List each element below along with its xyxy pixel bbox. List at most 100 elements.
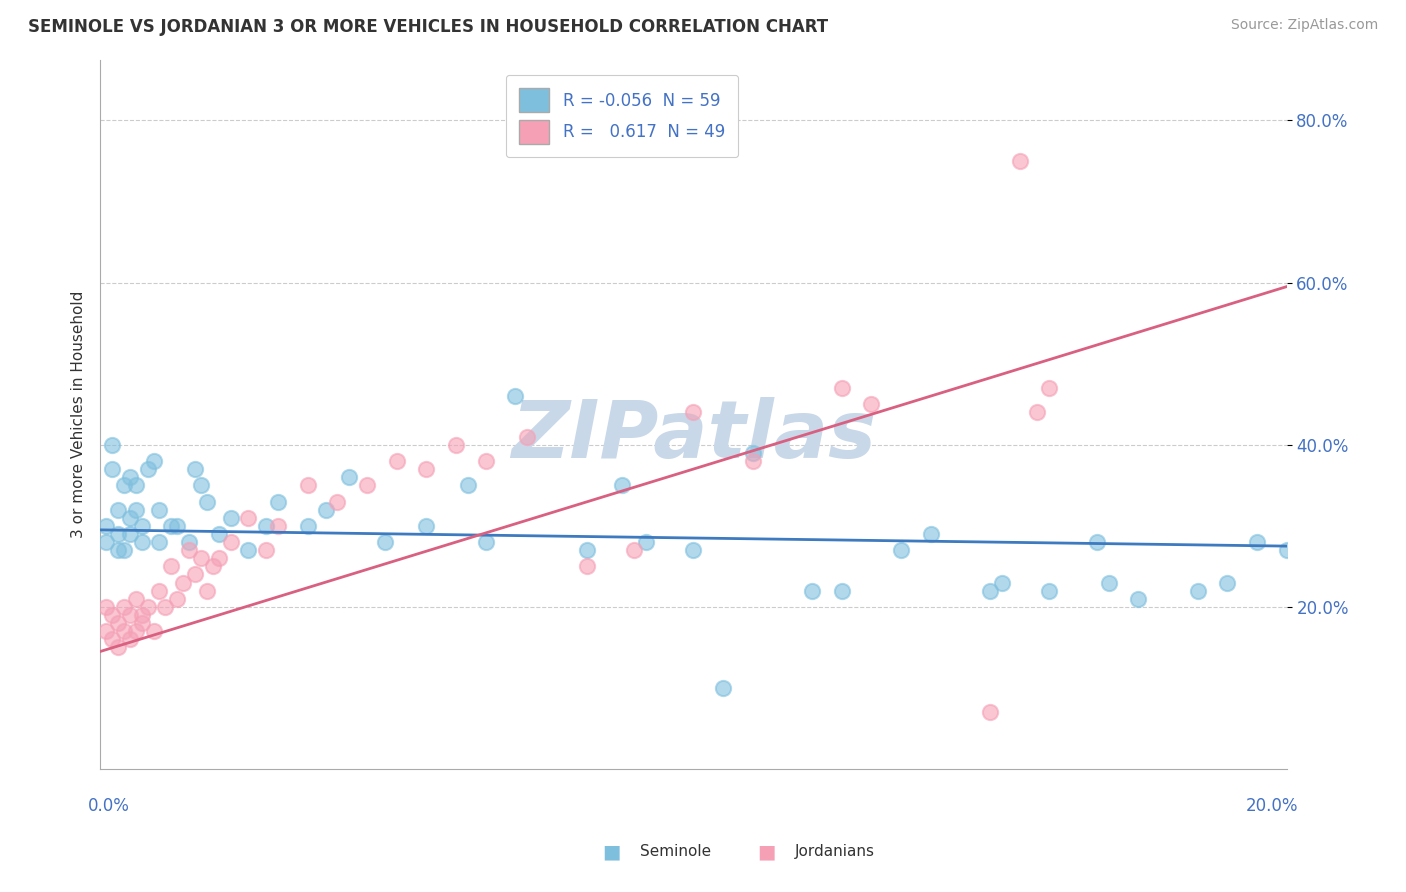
Point [254, 518, 277, 533]
Point [385, 454, 408, 468]
Point [374, 535, 396, 549]
Text: ■: ■ [756, 842, 776, 862]
Point [315, 502, 337, 516]
Point [741, 446, 763, 460]
Point [160, 559, 183, 574]
Point [184, 567, 207, 582]
Point [1038, 381, 1060, 395]
Point [179, 543, 201, 558]
Point [112, 543, 135, 558]
Point [575, 559, 598, 574]
Point [208, 551, 231, 566]
Point [831, 583, 853, 598]
Point [444, 438, 467, 452]
Legend: R = -0.056  N = 59, R =   0.617  N = 49: R = -0.056 N = 59, R = 0.617 N = 49 [506, 75, 738, 157]
Text: ■: ■ [602, 842, 621, 862]
Point [801, 583, 824, 598]
Point [131, 607, 153, 622]
Point [131, 535, 153, 549]
Point [112, 478, 135, 492]
Point [195, 583, 218, 598]
Point [160, 518, 183, 533]
Point [623, 543, 645, 558]
Point [155, 599, 177, 614]
Point [1038, 583, 1060, 598]
Point [136, 599, 159, 614]
Point [474, 535, 496, 549]
Point [112, 624, 135, 639]
Point [131, 616, 153, 631]
Point [297, 518, 319, 533]
Point [682, 405, 704, 419]
Text: Source: ZipAtlas.com: Source: ZipAtlas.com [1230, 18, 1378, 32]
Point [612, 478, 634, 492]
Point [831, 381, 853, 395]
Point [267, 494, 290, 508]
Point [326, 494, 349, 508]
Point [142, 454, 165, 468]
Point [505, 389, 527, 403]
Point [125, 624, 148, 639]
Point [172, 575, 194, 590]
Point [179, 535, 201, 549]
Point [118, 607, 141, 622]
Point [415, 462, 437, 476]
Point [94, 599, 117, 614]
Point [238, 543, 260, 558]
Point [101, 438, 124, 452]
Point [201, 559, 224, 574]
Point [94, 518, 117, 533]
Point [860, 397, 883, 411]
Point [190, 551, 212, 566]
Point [125, 502, 148, 516]
Point [356, 478, 378, 492]
Point [741, 454, 763, 468]
Point [267, 518, 290, 533]
Point [118, 470, 141, 484]
Point [1085, 535, 1108, 549]
Point [118, 510, 141, 524]
Point [238, 510, 260, 524]
Point [1128, 591, 1150, 606]
Point [711, 681, 734, 695]
Text: Jordanians: Jordanians [794, 845, 875, 859]
Point [148, 583, 170, 598]
Point [575, 543, 598, 558]
Point [920, 527, 942, 541]
Point [101, 462, 124, 476]
Point [682, 543, 704, 558]
Point [131, 518, 153, 533]
Point [219, 510, 242, 524]
Point [1216, 575, 1239, 590]
Point [1275, 543, 1298, 558]
Point [118, 632, 141, 647]
Text: Seminole: Seminole [640, 845, 711, 859]
Point [415, 518, 437, 533]
Point [118, 527, 141, 541]
Point [107, 527, 129, 541]
Text: ZIPatlas: ZIPatlas [510, 397, 876, 475]
Text: 20.0%: 20.0% [1246, 797, 1299, 815]
Point [1026, 405, 1049, 419]
Point [166, 591, 188, 606]
Point [1097, 575, 1119, 590]
Point [125, 478, 148, 492]
Point [107, 502, 129, 516]
Y-axis label: 3 or more Vehicles in Household: 3 or more Vehicles in Household [72, 291, 86, 538]
Point [101, 607, 124, 622]
Point [208, 527, 231, 541]
Point [1187, 583, 1209, 598]
Point [94, 624, 117, 639]
Point [991, 575, 1014, 590]
Point [297, 478, 319, 492]
Point [107, 640, 129, 655]
Point [94, 535, 117, 549]
Point [190, 478, 212, 492]
Point [979, 706, 1001, 720]
Point [457, 478, 479, 492]
Text: 0.0%: 0.0% [89, 797, 131, 815]
Point [979, 583, 1001, 598]
Point [136, 462, 159, 476]
Point [166, 518, 188, 533]
Point [1008, 153, 1031, 168]
